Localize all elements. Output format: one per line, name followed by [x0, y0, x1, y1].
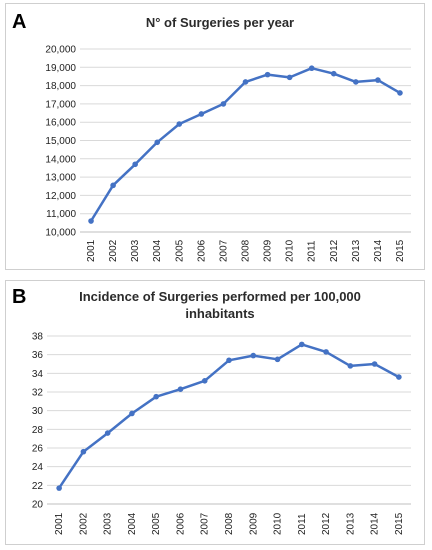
data-point — [286, 74, 293, 81]
data-point — [88, 218, 94, 224]
y-tick-label: 24 — [32, 462, 44, 473]
x-tick-label: 2002 — [108, 239, 119, 262]
data-point — [371, 361, 378, 367]
panel-label: A — [12, 11, 26, 33]
data-point — [330, 70, 337, 77]
data-point — [220, 101, 227, 107]
x-tick-label: 2002 — [78, 512, 89, 535]
x-tick-label: 2003 — [130, 239, 141, 262]
panel-label: B — [12, 286, 26, 308]
data-point — [176, 121, 183, 127]
x-tick-label: 2004 — [127, 512, 138, 535]
y-tick-label: 18,000 — [45, 81, 76, 92]
y-tick-label: 14,000 — [45, 154, 76, 165]
data-point — [274, 356, 281, 363]
data-point — [226, 357, 232, 364]
data-point — [323, 349, 329, 355]
data-point — [397, 90, 403, 96]
data-point — [250, 352, 257, 359]
x-tick-label: 2010 — [273, 512, 284, 535]
y-tick-label: 17,000 — [45, 99, 76, 110]
y-tick-label: 32 — [32, 388, 44, 399]
data-point — [198, 111, 205, 117]
y-tick-label: 22 — [32, 481, 44, 492]
data-point — [396, 374, 402, 380]
x-tick-label: 2004 — [152, 239, 163, 262]
chart-panel-b: B Incidence of Surgeries performed per 10… — [5, 280, 425, 545]
y-tick-label: 28 — [32, 425, 44, 436]
x-tick-label: 2003 — [103, 512, 114, 535]
x-tick-label: 2009 — [248, 512, 259, 535]
x-tick-label: 2006 — [196, 239, 207, 262]
data-point — [201, 378, 208, 384]
data-point — [153, 393, 159, 400]
x-tick-label: 2008 — [224, 512, 235, 535]
y-tick-label: 13,000 — [45, 173, 76, 184]
data-point — [80, 448, 87, 455]
x-tick-label: 2001 — [86, 239, 97, 262]
data-point — [110, 182, 116, 189]
y-tick-label: 34 — [32, 369, 44, 380]
data-point — [308, 65, 315, 72]
y-tick-label: 16,000 — [45, 118, 76, 129]
x-tick-label: 2010 — [285, 239, 296, 262]
y-tick-label: 30 — [32, 406, 44, 417]
x-tick-label: 2011 — [297, 513, 308, 535]
data-point — [129, 410, 135, 417]
data-point — [264, 71, 271, 78]
x-tick-label: 2007 — [200, 512, 211, 535]
data-point — [177, 386, 184, 392]
x-tick-label: 2001 — [54, 512, 65, 535]
chart-a-svg: A N° of Surgeries per year 10,000 11,000 12,… — [12, 11, 411, 262]
x-tick-label: 2013 — [345, 512, 356, 535]
y-tick-label: 36 — [32, 350, 44, 361]
x-tick-label: 2012 — [321, 512, 332, 535]
chart-title: N° of Surgeries per year — [146, 15, 294, 30]
series-line — [89, 66, 401, 222]
chart-title: inhabitants — [185, 306, 254, 321]
x-tick-label: 2014 — [370, 512, 381, 535]
x-tick-label: 2014 — [373, 239, 384, 262]
chart-panel-a: A N° of Surgeries per year 10,000 11,000 12,… — [5, 3, 425, 270]
y-tick-label: 10,000 — [45, 228, 76, 239]
x-tick-label: 2015 — [395, 239, 406, 262]
y-tick-label: 19,000 — [45, 63, 76, 74]
x-tick-label: 2005 — [151, 512, 162, 535]
x-tick-label: 2012 — [329, 239, 340, 262]
data-point — [132, 161, 138, 168]
data-point — [154, 139, 161, 146]
x-tick-label: 2009 — [263, 239, 274, 262]
data-point — [242, 79, 249, 85]
data-point — [347, 363, 354, 369]
x-tick-label: 2008 — [241, 239, 252, 262]
data-point — [353, 79, 359, 85]
chart-title: Incidence of Surgeries performed per 100… — [79, 289, 361, 304]
x-tick-label: 2015 — [394, 512, 405, 535]
y-tick-label: 12,000 — [45, 191, 76, 202]
y-tick-label: 20,000 — [45, 45, 76, 56]
x-tick-label: 2005 — [174, 239, 185, 262]
y-tick-label: 20 — [32, 500, 44, 511]
x-tick-label: 2006 — [175, 512, 186, 535]
x-tick-label: 2013 — [351, 239, 362, 262]
chart-b-svg: B Incidence of Surgeries performed per 10… — [12, 286, 411, 535]
x-tick-label: 2007 — [218, 239, 229, 262]
y-tick-label: 11,000 — [46, 209, 76, 220]
data-point — [56, 485, 62, 491]
data-point — [299, 341, 305, 348]
data-point — [375, 77, 381, 83]
x-tick-label: 2011 — [307, 240, 318, 262]
y-tick-label: 15,000 — [45, 136, 76, 147]
y-tick-label: 26 — [32, 444, 44, 455]
data-point — [104, 430, 111, 436]
y-tick-label: 38 — [32, 332, 44, 343]
